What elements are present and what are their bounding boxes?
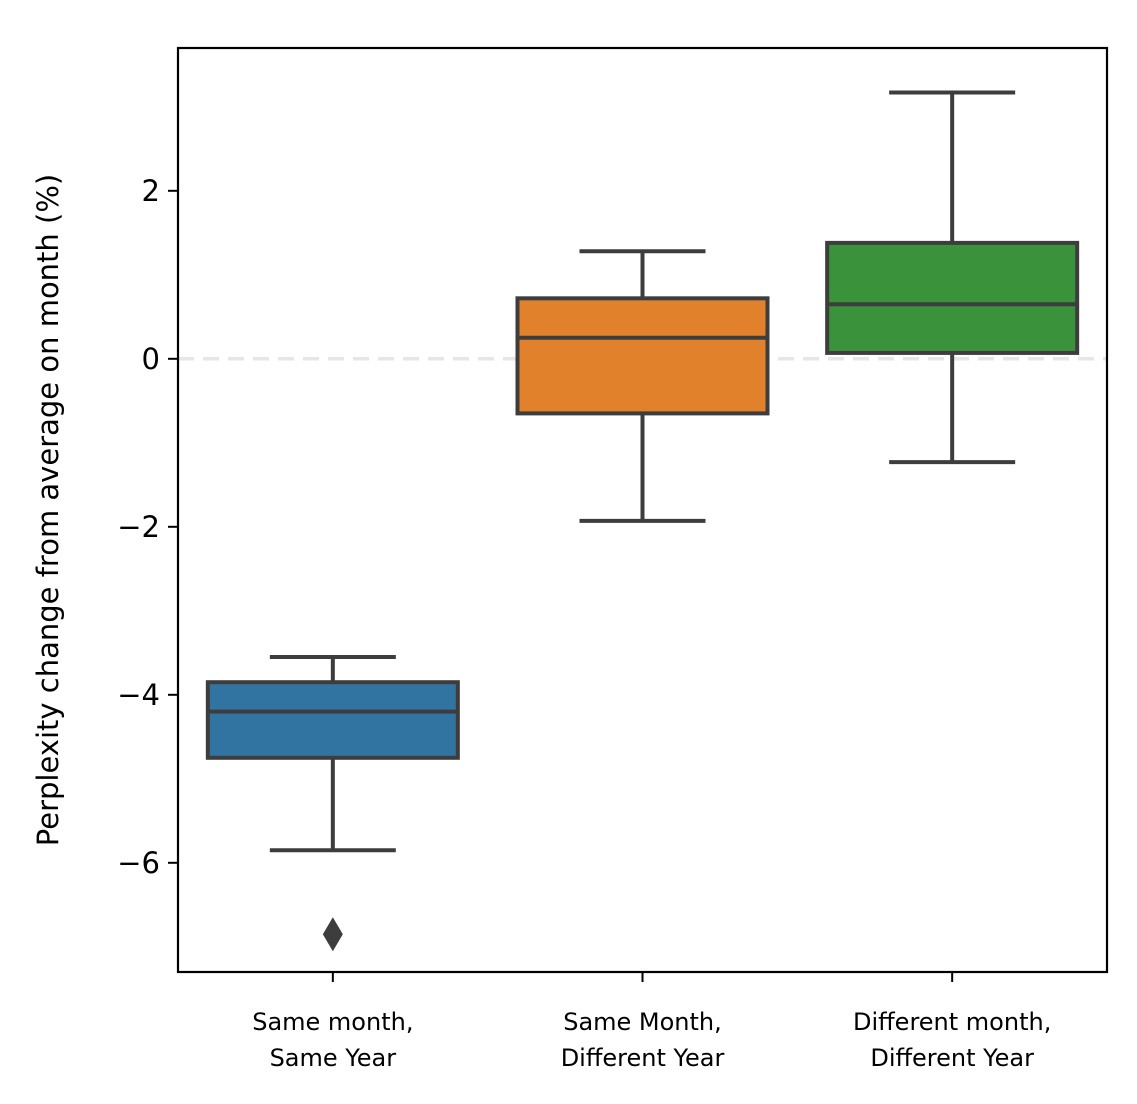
x-tick-label-line1: Same month, xyxy=(252,1008,413,1036)
x-axis: Same month, Same Year Same Month, Different… xyxy=(252,972,1051,1072)
x-tick-label-line1: Same Month, xyxy=(563,1008,722,1036)
box-iqr xyxy=(515,296,770,416)
y-axis-title: Perplexity change from average on month … xyxy=(31,174,65,846)
box-group xyxy=(205,655,460,952)
x-tick-label-line2: Different Year xyxy=(561,1044,725,1072)
x-tick-label-line2: Different Year xyxy=(870,1044,1034,1072)
y-axis: −6 −4 −2 0 2 xyxy=(117,174,178,880)
x-tick-label-line1: Different month, xyxy=(853,1008,1051,1036)
box-iqr xyxy=(205,680,460,760)
y-tick-label: −4 xyxy=(117,678,160,712)
x-tick-label-line2: Same Year xyxy=(270,1044,397,1072)
y-tick-label: 0 xyxy=(142,342,160,376)
box-iqr xyxy=(825,240,1080,355)
box-group xyxy=(515,249,770,523)
boxes-layer xyxy=(205,90,1080,952)
box-group xyxy=(825,90,1080,465)
outlier-marker xyxy=(322,917,343,952)
y-tick-label: −6 xyxy=(117,846,160,880)
y-tick-label: −2 xyxy=(117,510,160,544)
y-tick-label: 2 xyxy=(142,174,160,208)
